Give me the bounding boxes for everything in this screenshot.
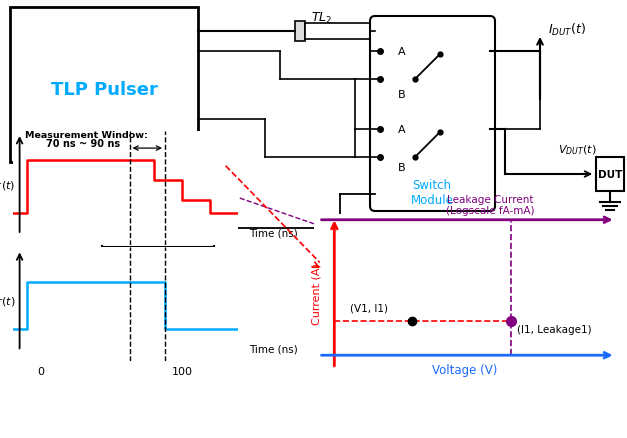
Text: SMU: SMU (146, 180, 174, 193)
Bar (115, 168, 205, 205)
Text: $I_{DUT}(t)$: $I_{DUT}(t)$ (548, 22, 586, 38)
Text: $V_{DUT}(t)$: $V_{DUT}(t)$ (558, 143, 596, 156)
FancyBboxPatch shape (370, 17, 495, 212)
Text: TLP Pulser: TLP Pulser (51, 81, 157, 99)
Text: Measurement Window:: Measurement Window: (24, 131, 147, 140)
Text: Switch
Module: Switch Module (411, 179, 453, 207)
Text: A: A (398, 47, 406, 57)
Bar (295, 22, 305, 42)
Bar (305, 24, 370, 40)
Bar (10, 8, 198, 162)
Text: (I1, Leakage1): (I1, Leakage1) (517, 324, 591, 334)
Text: $I_{DUT}(t)$: $I_{DUT}(t)$ (0, 179, 15, 193)
Text: Voltage (V): Voltage (V) (432, 364, 497, 377)
Text: DUT: DUT (598, 170, 622, 180)
Bar (596, 158, 624, 191)
Text: $V_{DUT}(t)$: $V_{DUT}(t)$ (0, 295, 15, 309)
Text: $TL_2$: $TL_2$ (312, 11, 332, 25)
Text: A: A (398, 125, 406, 135)
Text: Time (ns): Time (ns) (250, 344, 298, 354)
Text: Time (ns): Time (ns) (250, 228, 298, 238)
Text: (V1, I1): (V1, I1) (350, 303, 388, 313)
Text: B: B (398, 162, 406, 173)
Bar (102, 209, 214, 247)
Text: Leakage Current
(Logscale fA-mA): Leakage Current (Logscale fA-mA) (446, 194, 535, 216)
Text: 70 ns ~ 90 ns: 70 ns ~ 90 ns (46, 139, 120, 149)
Text: Current (A): Current (A) (311, 263, 321, 324)
Text: Oscilloscope: Oscilloscope (119, 222, 197, 235)
Text: B: B (398, 90, 406, 100)
